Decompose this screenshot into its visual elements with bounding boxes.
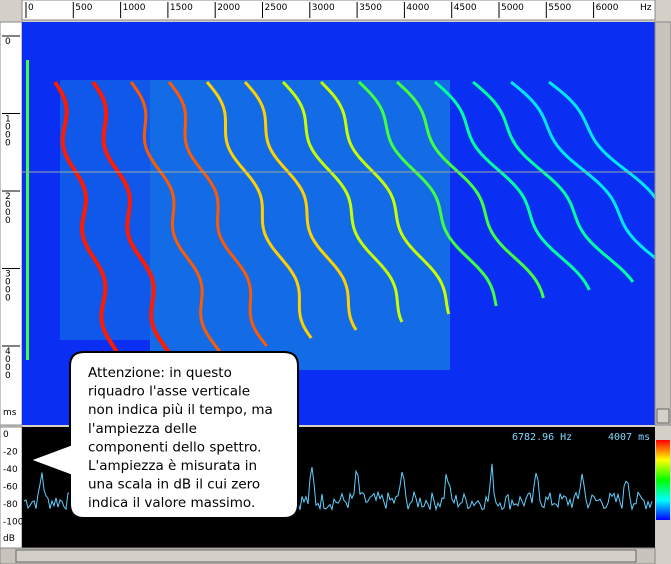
harmonic-trace (472, 80, 635, 283)
db-label: -40 (3, 465, 18, 475)
callout-line: non indica più il tempo, ma (88, 402, 273, 418)
harmonic-trace (91, 80, 176, 363)
frequency-readout: 6782.96 Hz (512, 432, 572, 443)
ruler-label: 3000 (312, 3, 335, 13)
vertical-scrollbar[interactable] (654, 21, 671, 426)
harmonic-trace (357, 80, 498, 307)
db-label: -20 (3, 448, 18, 458)
ruler-label: 1000 (123, 3, 146, 13)
ruler-label: 500 (75, 3, 92, 13)
ruler-label: 4000 (406, 3, 429, 13)
spectrogram-traces (26, 60, 671, 371)
ruler-label: 5000 (501, 3, 524, 13)
harmonic-trace (243, 80, 358, 331)
callout-text: Attenzione: in questo riquadro l'asse ver… (88, 365, 273, 511)
ruler-label: 2000 (217, 3, 240, 13)
db-label: -80 (3, 500, 18, 510)
scroll-down[interactable] (656, 408, 670, 424)
harmonic-trace (167, 81, 268, 347)
colorbar (656, 440, 670, 520)
ruler-unit: Hz (640, 3, 652, 13)
db-unit: dB (3, 534, 15, 544)
callout-line: riquadro l'asse verticale (88, 384, 250, 400)
left-band (26, 60, 29, 360)
harmonic-trace (395, 80, 545, 299)
db-label: -100 (3, 518, 24, 528)
noise-region (150, 80, 450, 370)
ruler-label: 5500 (548, 3, 571, 13)
harmonic-trace (319, 80, 451, 315)
ruler-unit: ms (3, 408, 17, 418)
ruler-label: 0 (28, 3, 34, 13)
ruler-label: 2500 (265, 3, 288, 13)
ruler-label: 3500 (359, 3, 382, 13)
callout-line: l'ampiezza delle (88, 421, 197, 437)
harmonic-trace (53, 80, 127, 371)
harmonic-trace (129, 81, 223, 355)
ruler-label: 4500 (454, 3, 477, 13)
time-readout: 4007 ms (608, 432, 650, 443)
db-label: -60 (3, 483, 18, 493)
harmonic-trace (548, 80, 671, 231)
db-label: 0 (3, 430, 9, 440)
harmonic-trace (205, 81, 313, 339)
harmonic-trace (281, 80, 404, 323)
callout-line: una scala in dB il cui zero (88, 477, 260, 493)
harmonic-trace (434, 80, 591, 291)
callout-line: L'ampiezza è misurata in (88, 458, 257, 474)
callout-line: Attenzione: in questo (88, 365, 232, 381)
ruler-label: 6000 (596, 3, 619, 13)
ruler-label: 1500 (170, 3, 193, 13)
callout-line: indica il valore massimo. (88, 495, 255, 511)
scroll-thumb[interactable] (15, 549, 637, 563)
callout-bubble (27, 351, 299, 519)
harmonic-trace (510, 80, 671, 274)
ruler-label: 0 (5, 37, 11, 47)
left-ruler (0, 21, 23, 426)
callout-line: componenti dello spettro. (88, 439, 261, 455)
top-ruler (21, 0, 656, 21)
